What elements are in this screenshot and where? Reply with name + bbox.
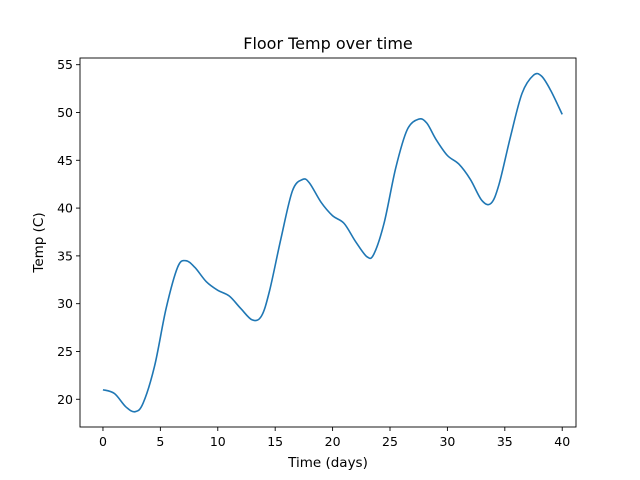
y-tick-label: 30 <box>57 296 73 311</box>
y-tick-label: 35 <box>57 248 73 263</box>
x-tick-label: 20 <box>325 434 341 449</box>
x-axis-label: Time (days) <box>287 455 368 471</box>
x-tick-label: 40 <box>554 434 570 449</box>
y-tick-label: 50 <box>57 105 73 120</box>
x-axis-ticks: 0 5 10 15 20 25 30 35 40 <box>99 427 570 449</box>
series-line <box>102 72 563 413</box>
x-tick-label: 30 <box>439 434 455 449</box>
x-tick-label: 35 <box>497 434 513 449</box>
x-tick-label: 15 <box>267 434 283 449</box>
x-tick-label: 5 <box>156 434 164 449</box>
plot-frame <box>79 57 577 428</box>
chart-title: Floor Temp over time <box>243 34 413 53</box>
x-tick-label: 25 <box>382 434 398 449</box>
y-axis-label: Temp (C) <box>31 212 47 273</box>
y-tick-label: 40 <box>57 201 73 216</box>
y-axis-ticks: 20 25 30 35 40 45 50 55 <box>57 57 80 407</box>
x-tick-label: 0 <box>99 434 107 449</box>
y-tick-label: 45 <box>57 153 73 168</box>
y-tick-label: 25 <box>57 344 73 359</box>
x-tick-label: 10 <box>210 434 226 449</box>
y-tick-label: 55 <box>57 57 73 72</box>
y-tick-label: 20 <box>57 392 73 407</box>
